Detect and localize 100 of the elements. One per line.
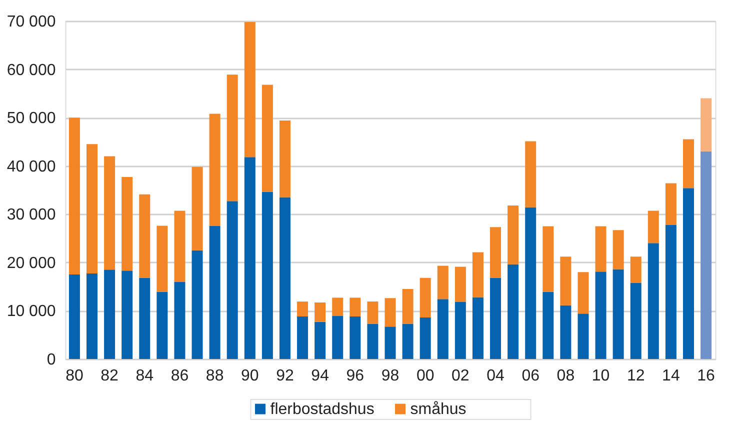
bar — [665, 224, 676, 359]
bar — [595, 226, 606, 272]
bar — [665, 183, 676, 225]
bar — [226, 201, 238, 359]
bar — [648, 243, 659, 359]
bar — [314, 322, 326, 359]
bar — [86, 274, 98, 359]
x-tick-label: 08 — [556, 368, 575, 384]
bar — [174, 282, 186, 359]
y-tick-label: 30 000 — [6, 206, 56, 224]
x-tick-label: 14 — [662, 368, 680, 384]
bar — [209, 226, 220, 359]
bar — [472, 252, 484, 298]
bar — [314, 302, 326, 322]
bar — [297, 316, 308, 359]
bar — [682, 188, 694, 359]
bar — [68, 274, 80, 359]
bar — [612, 230, 624, 270]
bar — [700, 98, 712, 152]
bar — [560, 256, 572, 306]
bar — [367, 324, 378, 359]
bar — [122, 270, 133, 359]
y-tick-label: 40 000 — [6, 158, 56, 176]
bar — [578, 314, 589, 359]
y-tick-label: 10 000 — [6, 303, 56, 320]
bar — [508, 264, 519, 359]
bar — [139, 194, 150, 278]
bar — [454, 266, 466, 302]
bar — [262, 84, 273, 192]
bar — [104, 270, 116, 359]
y-tick-label: 0 — [46, 352, 56, 368]
bar — [350, 298, 361, 317]
y-tick-label: 20 000 — [6, 254, 56, 272]
x-tick-label: 02 — [452, 368, 470, 384]
bar — [279, 197, 290, 359]
bar — [402, 324, 414, 359]
x-tick-label: 92 — [276, 368, 294, 384]
x-tick-label: 88 — [206, 368, 224, 384]
x-tick-label: 82 — [100, 368, 119, 384]
bar — [490, 227, 502, 278]
bar — [648, 210, 659, 244]
bar — [332, 316, 344, 359]
bar — [156, 292, 168, 359]
legend-label: småhus — [410, 401, 466, 418]
x-tick-label: 98 — [381, 368, 400, 384]
x-tick-label: 00 — [416, 368, 434, 384]
bar — [420, 317, 431, 359]
bar — [297, 302, 308, 317]
bar — [490, 278, 502, 359]
bar — [86, 144, 98, 274]
y-tick-label: 50 000 — [6, 110, 56, 128]
bar — [244, 22, 256, 158]
bar — [454, 302, 466, 359]
bar — [682, 139, 694, 188]
bar — [402, 288, 414, 324]
bar — [420, 278, 431, 318]
bar — [525, 207, 536, 359]
bar — [700, 151, 712, 359]
x-tick-label: 80 — [66, 368, 84, 384]
bar — [192, 250, 203, 359]
bar — [542, 226, 554, 292]
bar — [612, 269, 624, 359]
bar — [244, 157, 256, 359]
bar — [139, 278, 150, 359]
bar — [367, 302, 378, 324]
x-tick-label: 16 — [697, 368, 716, 384]
bar — [156, 226, 168, 292]
x-tick-label: 10 — [592, 368, 610, 384]
bar — [595, 272, 606, 359]
y-tick-label: 70 000 — [6, 14, 56, 30]
bar — [437, 299, 448, 359]
bar — [332, 298, 344, 316]
bar — [279, 120, 290, 198]
bar — [122, 176, 133, 271]
x-tick-label: 96 — [346, 368, 364, 384]
bar — [542, 292, 554, 359]
bar — [192, 166, 203, 250]
bar — [68, 118, 80, 274]
bar — [384, 298, 396, 327]
bar — [209, 114, 220, 226]
bar — [226, 74, 238, 202]
bar — [104, 156, 116, 270]
bar — [525, 141, 536, 208]
x-tick-label: 06 — [522, 368, 540, 384]
x-tick-label: 90 — [241, 368, 259, 384]
bar — [560, 305, 572, 359]
x-tick-label: 84 — [136, 368, 154, 384]
bar — [508, 205, 519, 264]
bar — [350, 316, 361, 359]
bar — [472, 297, 484, 359]
bar — [630, 282, 642, 359]
legend-label: flerbostadshus — [270, 401, 374, 418]
bar — [384, 326, 396, 359]
x-tick-label: 12 — [626, 368, 645, 384]
x-tick-label: 04 — [486, 368, 505, 384]
y-tick-label: 60 000 — [6, 62, 56, 79]
x-tick-label: 86 — [170, 368, 189, 384]
bar — [174, 210, 186, 282]
bar — [630, 256, 642, 283]
x-tick-label: 94 — [311, 368, 330, 384]
